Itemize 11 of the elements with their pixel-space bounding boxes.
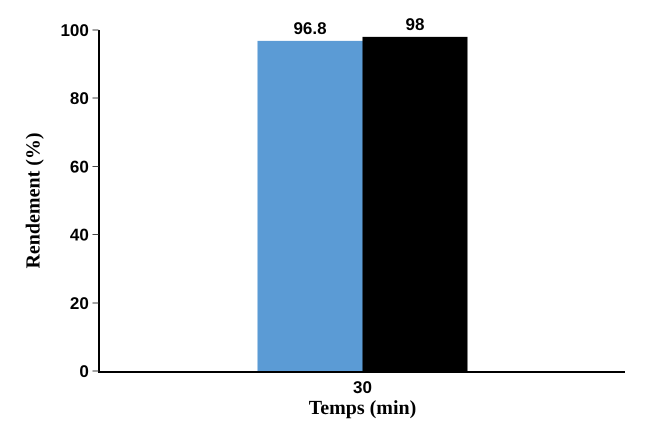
x-tick-label: 30 — [353, 378, 372, 398]
x-axis-title: Temps (min) — [308, 397, 416, 420]
y-tick-label: 40 — [70, 226, 89, 245]
y-tick-label: 80 — [70, 89, 89, 108]
y-tick-label: 100 — [60, 20, 89, 40]
data-label: 98 — [406, 14, 424, 34]
y-tick-label: 60 — [70, 157, 89, 176]
y-tick-label: 20 — [70, 294, 89, 313]
y-axis-title: Rendement (%) — [22, 132, 44, 269]
data-label: 96.8 — [293, 18, 327, 38]
y-tick-label: 0 — [79, 362, 89, 381]
